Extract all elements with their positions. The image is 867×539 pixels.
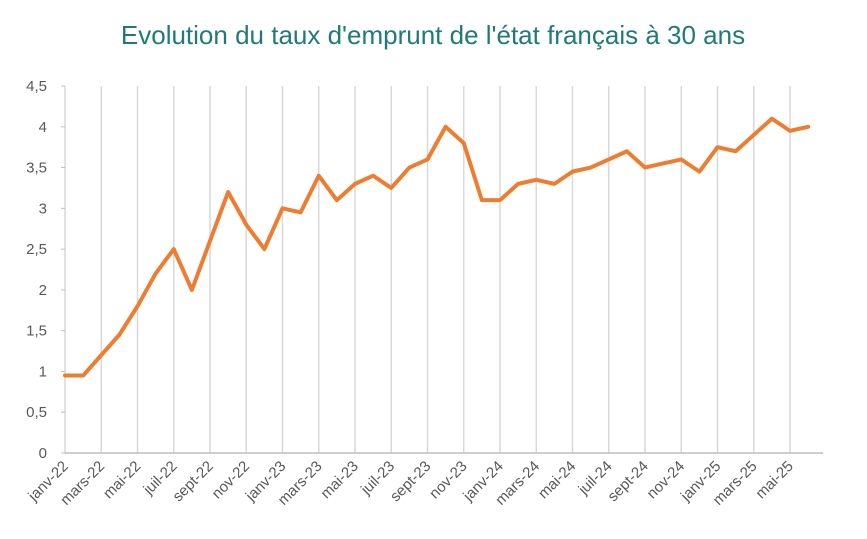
line-series <box>63 116 811 378</box>
y-tick-label: 4 <box>39 119 47 136</box>
x-tick-label: sept-23 <box>387 458 434 505</box>
x-tick-label: mai-23 <box>317 458 361 502</box>
y-tick-label: 3 <box>39 200 47 217</box>
y-tick-label: 2 <box>39 282 47 299</box>
y-tick-label: 3,5 <box>26 160 47 177</box>
x-tick-label: mai-24 <box>535 458 579 502</box>
x-tick-label: sept-24 <box>604 458 651 505</box>
y-tick-label: 4,5 <box>26 78 47 95</box>
chart-title: Evolution du taux d'emprunt de l'état fr… <box>121 20 745 50</box>
y-tick-label: 1 <box>39 363 47 380</box>
y-tick-label: 1,5 <box>26 323 47 340</box>
x-tick-label: mai-25 <box>752 458 796 502</box>
y-tick-label: 2,5 <box>26 241 47 258</box>
x-tick-label: sept-22 <box>169 458 216 505</box>
y-tick-label: 0,5 <box>26 404 47 421</box>
x-tick-label: mai-22 <box>100 458 144 502</box>
y-tick-label: 0 <box>39 445 47 462</box>
